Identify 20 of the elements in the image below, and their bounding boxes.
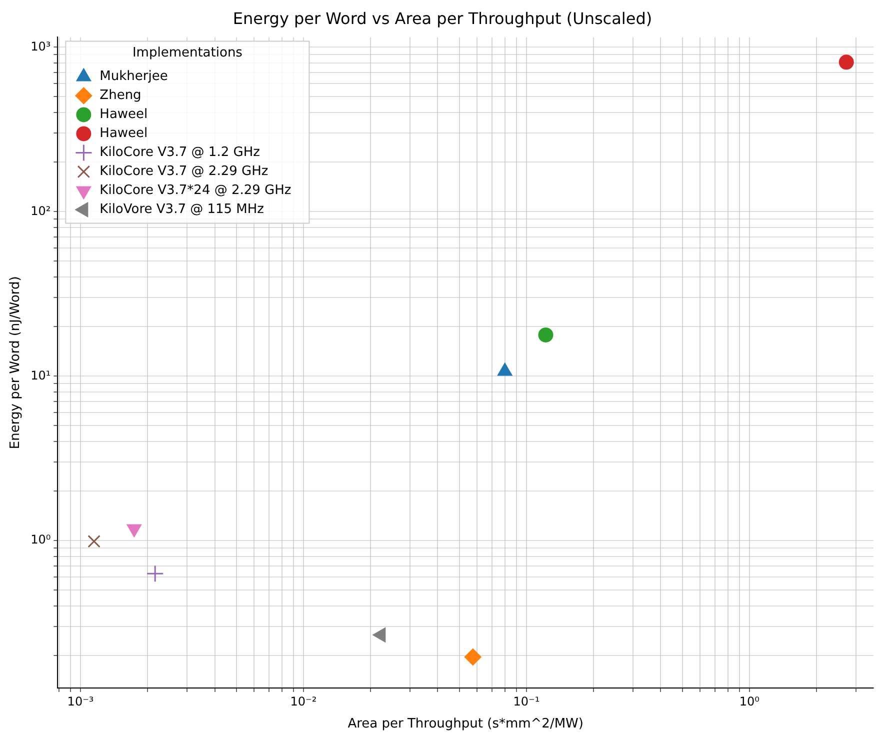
legend-label: Zheng bbox=[100, 88, 142, 104]
legend-label: Haweel bbox=[100, 107, 148, 122]
y-tick-label: 10¹ bbox=[30, 368, 51, 382]
x-tick-label: 10⁻¹ bbox=[513, 694, 540, 708]
legend-label: Mukherjee bbox=[100, 69, 168, 84]
x-tick-label: 10⁻² bbox=[290, 694, 317, 708]
y-axis-title: Energy per Word (nJ/Word) bbox=[8, 276, 24, 450]
legend-label: Haweel bbox=[100, 126, 148, 142]
chart-title: Energy per Word vs Area per Throughput (Unscaled) bbox=[232, 8, 652, 28]
legend-label: KiloCore V3.7 @ 2.29 GHz bbox=[100, 164, 268, 180]
x-axis-title: Area per Throughput (s*mm^2/MW) bbox=[348, 716, 584, 732]
legend-label: KiloCore V3.7 @ 1.2 GHz bbox=[100, 145, 260, 160]
x-tick-label: 10⁰ bbox=[739, 694, 760, 708]
legend-label: KiloVore V3.7 @ 115 MHz bbox=[100, 202, 264, 218]
y-tick-label: 10⁰ bbox=[30, 532, 51, 547]
legend-label: KiloCore V3.7*24 @ 2.29 GHz bbox=[100, 183, 292, 198]
legend-title: Implementations bbox=[132, 46, 243, 61]
y-tick-label: 10² bbox=[30, 204, 51, 218]
x-tick-label: 10⁻³ bbox=[67, 694, 94, 708]
y-tick-label: 10³ bbox=[30, 39, 51, 54]
